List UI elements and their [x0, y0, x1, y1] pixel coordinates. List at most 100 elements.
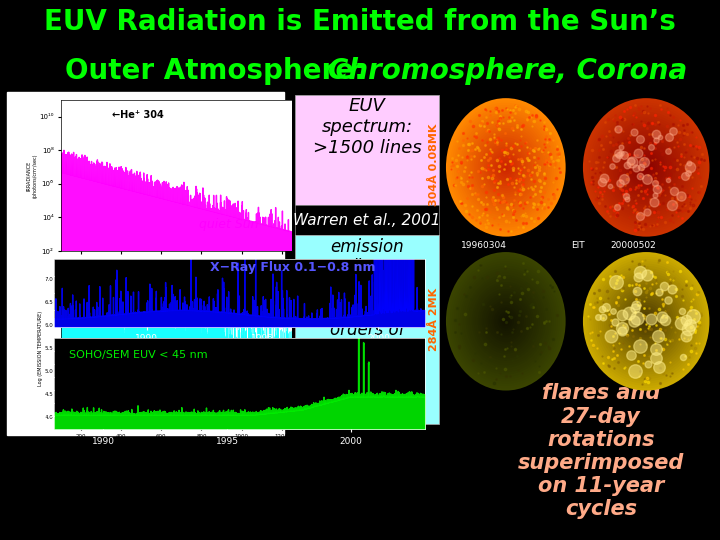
Circle shape: [488, 301, 523, 342]
Circle shape: [492, 151, 520, 184]
Circle shape: [625, 298, 667, 345]
Circle shape: [629, 149, 663, 186]
Circle shape: [631, 151, 661, 184]
Circle shape: [606, 124, 686, 211]
Circle shape: [464, 119, 548, 216]
Text: W m⁻²: W m⁻²: [17, 310, 40, 316]
Text: 284Å 2MK: 284Å 2MK: [429, 288, 439, 351]
Circle shape: [484, 296, 528, 347]
Circle shape: [598, 114, 695, 220]
Text: 304Å 0.08MK: 304Å 0.08MK: [429, 124, 439, 206]
Circle shape: [583, 98, 709, 237]
Circle shape: [623, 296, 670, 347]
Circle shape: [482, 140, 530, 195]
Circle shape: [484, 142, 528, 193]
Circle shape: [480, 291, 532, 352]
Circle shape: [480, 137, 532, 198]
Text: W m⁻²: W m⁻²: [17, 390, 40, 396]
Circle shape: [492, 305, 520, 338]
Circle shape: [593, 110, 699, 225]
Circle shape: [460, 268, 552, 374]
Circle shape: [474, 131, 538, 204]
Circle shape: [504, 319, 508, 323]
Text: quiet Sun: quiet Sun: [188, 284, 248, 296]
Circle shape: [464, 273, 548, 370]
Circle shape: [472, 282, 540, 361]
Circle shape: [615, 287, 678, 356]
Circle shape: [446, 252, 566, 390]
Text: flares and
27-day
rotations
superimposed
on 11-year
cycles: flares and 27-day rotations superimposed…: [518, 383, 685, 519]
Circle shape: [498, 158, 514, 177]
Circle shape: [625, 144, 667, 191]
Circle shape: [502, 163, 510, 172]
Circle shape: [604, 275, 688, 367]
Circle shape: [490, 303, 522, 340]
Text: 19960304: 19960304: [461, 241, 507, 251]
Circle shape: [490, 149, 522, 186]
Circle shape: [583, 252, 709, 390]
Circle shape: [606, 278, 686, 365]
Circle shape: [494, 153, 518, 181]
Circle shape: [634, 153, 659, 181]
Circle shape: [608, 280, 684, 363]
Circle shape: [600, 271, 693, 372]
Circle shape: [462, 271, 549, 372]
Circle shape: [488, 147, 523, 188]
Circle shape: [458, 112, 554, 223]
Circle shape: [585, 254, 707, 388]
Circle shape: [642, 316, 650, 326]
Text: Warren et al., 2001: Warren et al., 2001: [294, 213, 441, 227]
Circle shape: [615, 133, 678, 202]
Circle shape: [500, 314, 512, 328]
Circle shape: [476, 287, 536, 356]
Circle shape: [600, 117, 693, 218]
Circle shape: [589, 105, 703, 230]
Circle shape: [589, 259, 703, 383]
Circle shape: [502, 316, 510, 326]
Circle shape: [504, 165, 508, 170]
Circle shape: [470, 126, 541, 209]
Circle shape: [627, 301, 665, 342]
Circle shape: [627, 147, 665, 188]
Circle shape: [448, 100, 564, 234]
Circle shape: [454, 261, 558, 381]
Text: Chromosphere, Corona: Chromosphere, Corona: [328, 57, 687, 85]
Circle shape: [604, 121, 688, 213]
Circle shape: [621, 140, 672, 195]
Text: 20000502: 20000502: [611, 241, 657, 251]
Circle shape: [456, 264, 556, 379]
Text: EUV Radiation is Emitted from the Sun’s: EUV Radiation is Emitted from the Sun’s: [44, 8, 676, 36]
Circle shape: [623, 142, 670, 193]
Circle shape: [618, 291, 674, 352]
Circle shape: [595, 112, 697, 223]
Circle shape: [496, 310, 516, 333]
Circle shape: [593, 264, 699, 379]
Circle shape: [472, 128, 540, 207]
Circle shape: [448, 254, 564, 388]
Circle shape: [616, 135, 676, 200]
Y-axis label: Log (EMISSION TEMPERATURE): Log (EMISSION TEMPERATURE): [38, 310, 43, 386]
Circle shape: [587, 103, 706, 232]
Circle shape: [640, 314, 652, 328]
Circle shape: [454, 107, 558, 227]
Circle shape: [496, 156, 516, 179]
Circle shape: [621, 294, 672, 349]
Circle shape: [631, 305, 661, 338]
Circle shape: [608, 126, 684, 209]
Circle shape: [611, 282, 682, 361]
Circle shape: [460, 114, 552, 220]
Text: EIT: EIT: [571, 241, 585, 251]
X-axis label: WAVELENGTH (Å): WAVELENGTH (Å): [149, 265, 204, 271]
Circle shape: [458, 266, 554, 377]
Circle shape: [644, 319, 648, 323]
Text: ←He⁺ 304: ←He⁺ 304: [112, 110, 163, 120]
Circle shape: [629, 303, 663, 340]
Circle shape: [595, 266, 697, 377]
Circle shape: [466, 275, 546, 367]
Circle shape: [466, 121, 546, 213]
Circle shape: [486, 144, 526, 191]
Circle shape: [587, 256, 706, 386]
Circle shape: [470, 280, 541, 363]
Circle shape: [591, 261, 701, 381]
X-axis label: WAVELENGTH (Å): WAVELENGTH (Å): [149, 441, 204, 446]
